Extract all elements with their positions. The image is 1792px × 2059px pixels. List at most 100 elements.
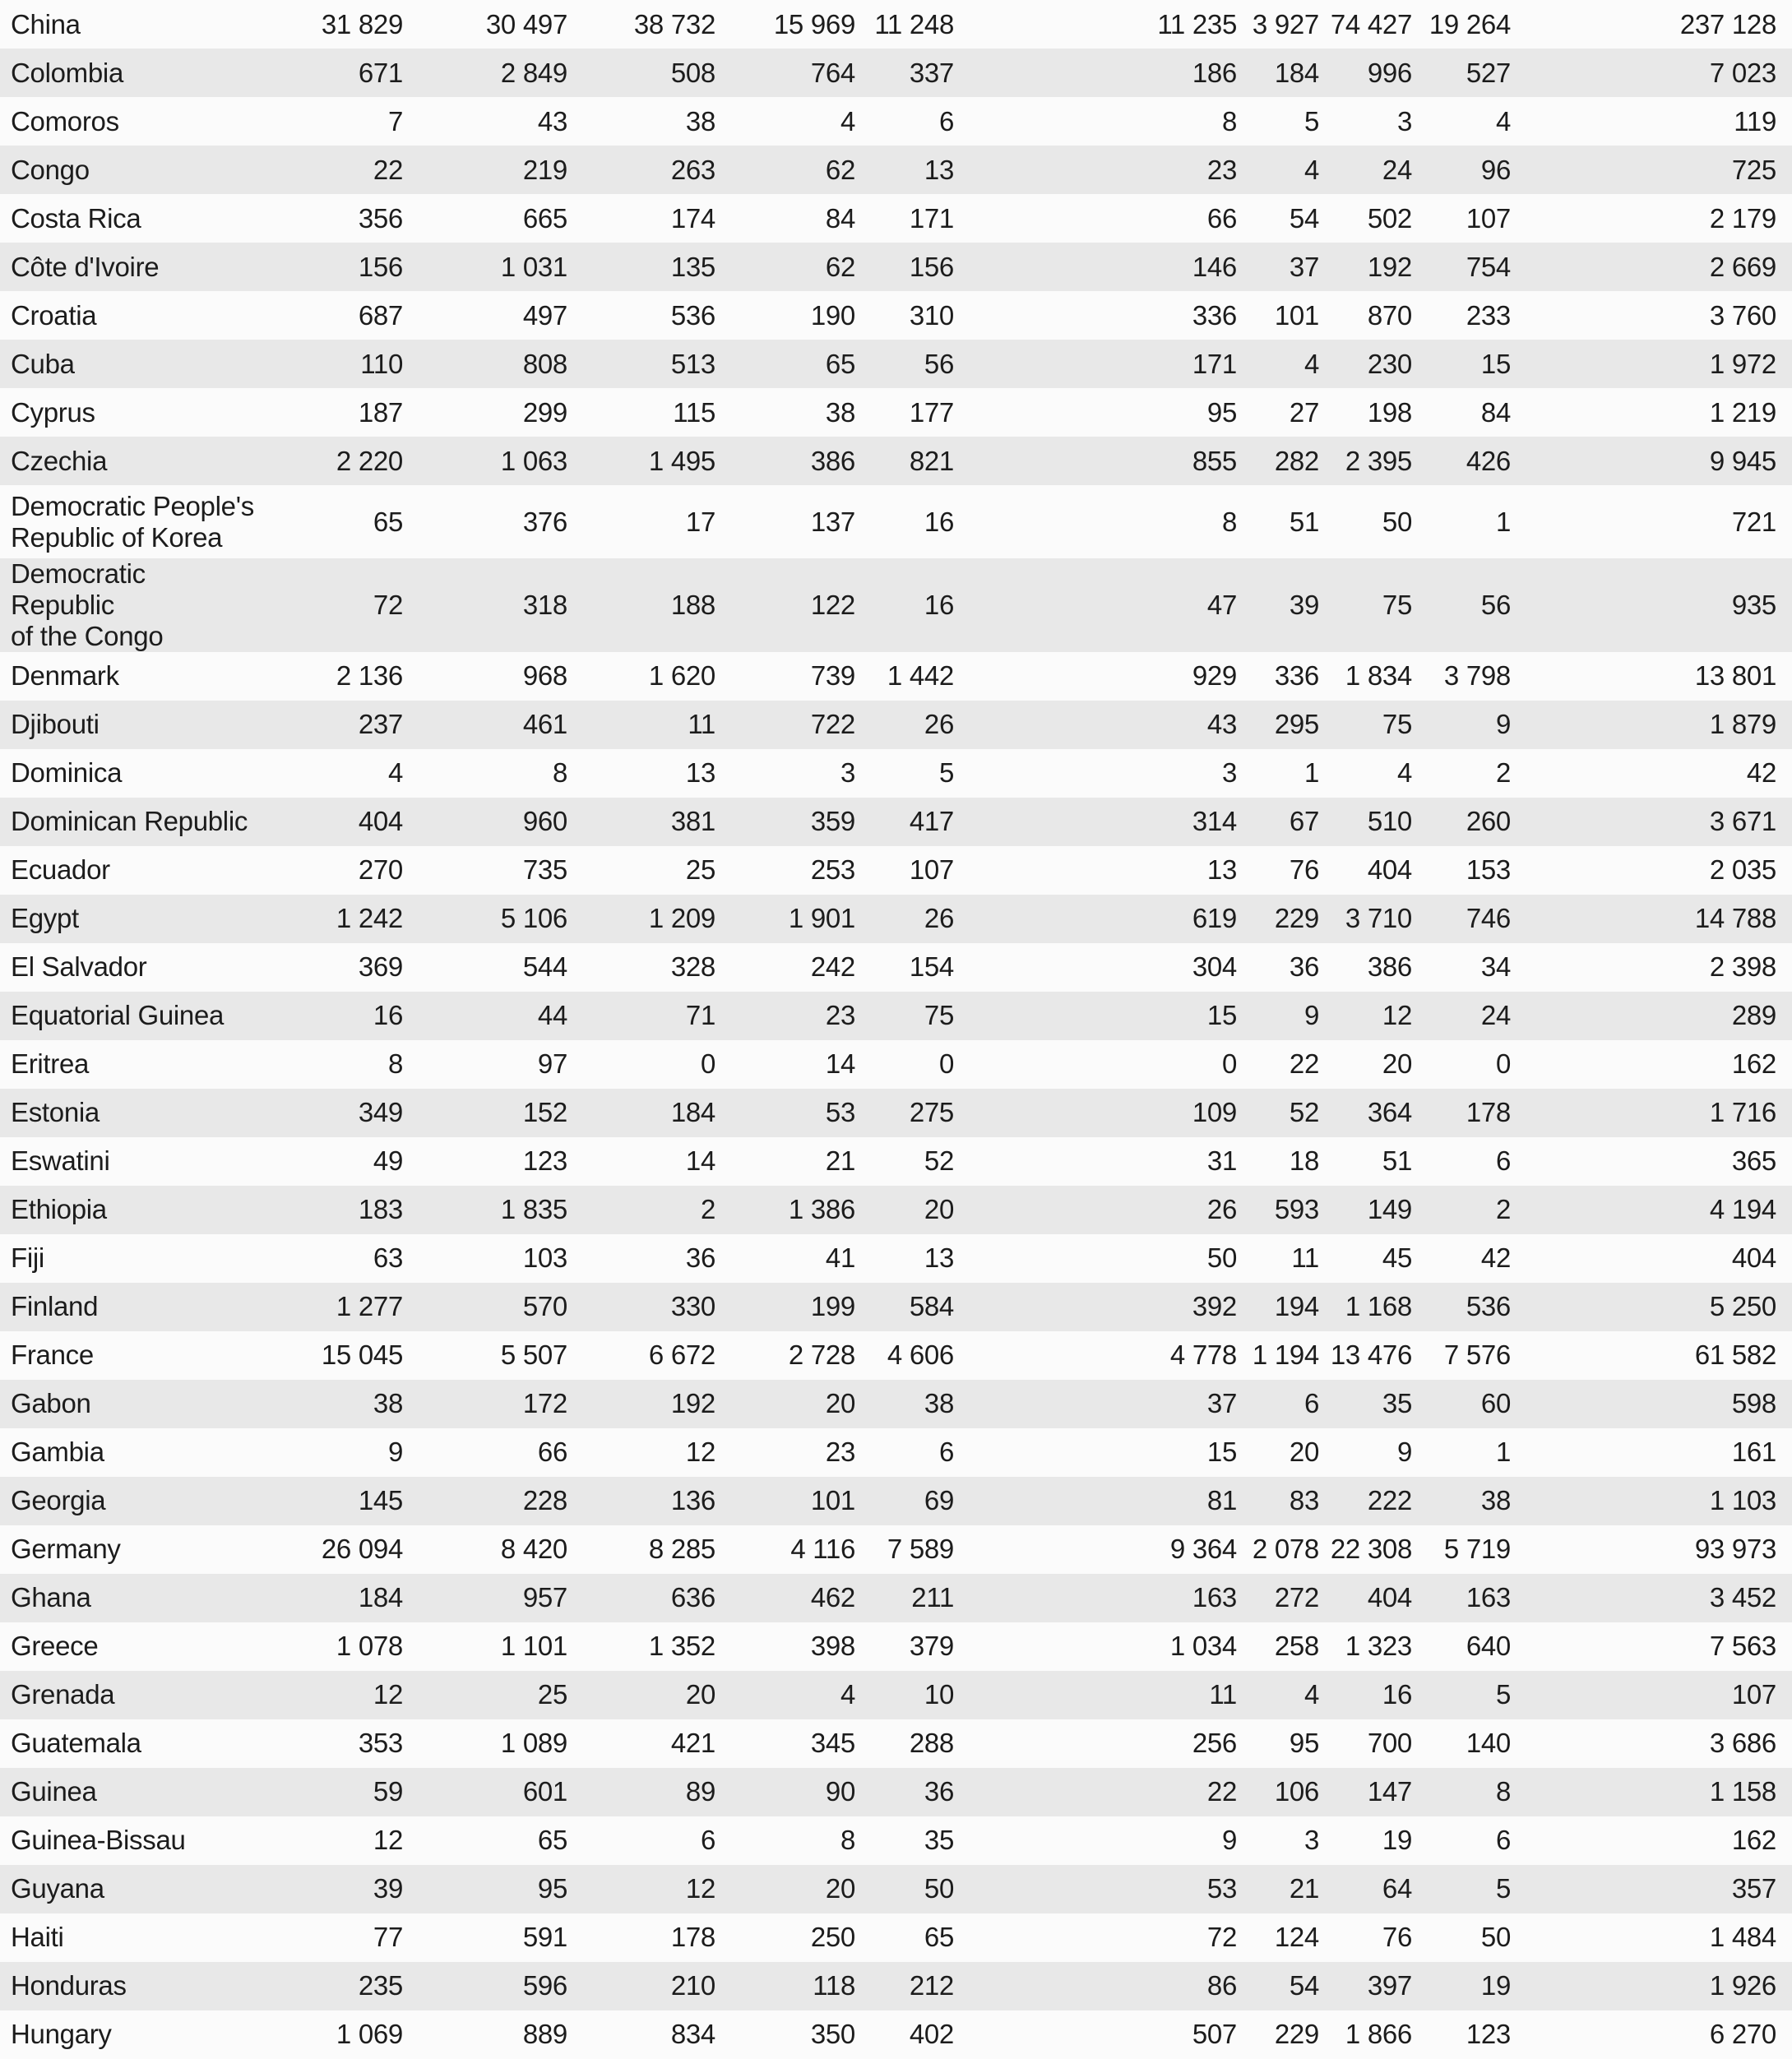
value-cell: 184	[358, 1582, 403, 1613]
value-cell: 84	[825, 202, 855, 234]
country-name-cell: Democratic People's Republic of Korea	[11, 490, 254, 553]
value-cell: 1 031	[500, 251, 567, 282]
country-name-cell: Guatemala	[11, 1728, 141, 1759]
value-cell: 960	[522, 806, 567, 837]
value-cell: 417	[909, 806, 954, 837]
value-cell: 229	[1274, 2019, 1319, 2050]
value-cell: 5	[1495, 1873, 1511, 1904]
value-cell: 20	[1382, 1048, 1412, 1080]
table-row: Czechia 2 220 1 063 1 495 386 821 855 282 2 395 4…	[0, 437, 1792, 485]
value-cell: 15	[1206, 1000, 1237, 1031]
value-cell: 198	[1367, 396, 1412, 428]
value-cell: 59	[373, 1776, 403, 1807]
value-cell: 152	[522, 1097, 567, 1128]
value-cell: 2 179	[1709, 202, 1776, 234]
value-cell: 4 194	[1709, 1194, 1776, 1225]
value-cell: 20	[1289, 1437, 1319, 1468]
value-cell: 508	[670, 57, 715, 88]
value-cell: 1 194	[1252, 1340, 1319, 1371]
value-cell: 721	[1731, 506, 1776, 537]
table-row: El Salvador 369 544 328 242 154 304 36 386 34 2 39…	[0, 942, 1792, 992]
value-cell: 1 901	[788, 903, 855, 934]
value-cell: 1 323	[1345, 1631, 1412, 1662]
value-cell: 9 364	[1169, 1534, 1237, 1565]
value-cell: 6	[938, 105, 954, 136]
value-cell: 25	[685, 854, 715, 886]
value-cell: 222	[1367, 1485, 1412, 1516]
value-cell: 1 352	[648, 1631, 715, 1662]
value-cell: 6	[938, 1437, 954, 1468]
value-cell: 0	[938, 1048, 954, 1080]
table-row: Finland 1 277 570 330 199 584 392 194 1 168 536 5 …	[0, 1282, 1792, 1331]
value-cell: 4	[387, 757, 403, 789]
value-cell: 123	[1466, 2019, 1511, 2050]
value-cell: 178	[670, 1922, 715, 1953]
value-cell: 536	[670, 299, 715, 331]
value-cell: 107	[909, 854, 954, 886]
value-cell: 174	[670, 202, 715, 234]
table-row: Greece 1 078 1 101 1 352 398 379 1 034 258 1 323…	[0, 1622, 1792, 1671]
value-cell: 9	[1396, 1437, 1412, 1468]
value-cell: 12	[373, 1825, 403, 1856]
country-name-cell: Guinea-Bissau	[11, 1825, 186, 1856]
value-cell: 20	[825, 1388, 855, 1419]
value-cell: 140	[1466, 1728, 1511, 1759]
value-cell: 6	[1495, 1145, 1511, 1177]
value-cell: 1	[1303, 757, 1319, 789]
value-cell: 183	[358, 1194, 403, 1225]
value-cell: 93 973	[1694, 1534, 1776, 1565]
table-row: Democratic People's Republic of Korea 65 3…	[0, 485, 1792, 558]
value-cell: 6 672	[648, 1340, 715, 1371]
table-row: Equatorial Guinea 16 44 71 23 75 15 9 12 24 289	[0, 991, 1792, 1040]
value-cell: 83	[1289, 1485, 1319, 1516]
value-cell: 163	[1192, 1582, 1237, 1613]
table-row: Guinea 59 601 89 90 36 22 106 147 8 1 158	[0, 1767, 1792, 1816]
value-cell: 11	[1209, 1679, 1237, 1710]
value-cell: 171	[1192, 348, 1237, 379]
value-cell: 5 106	[500, 903, 567, 934]
table-row: Ecuador 270 735 25 253 107 13 76 404 153 2 035	[0, 845, 1792, 895]
value-cell: 260	[1466, 806, 1511, 837]
value-cell: 50	[1382, 506, 1412, 537]
value-cell: 36	[1289, 951, 1319, 983]
value-cell: 15 045	[321, 1340, 403, 1371]
value-cell: 50	[1480, 1922, 1511, 1953]
value-cell: 35	[924, 1825, 954, 1856]
value-cell: 337	[909, 57, 954, 88]
value-cell: 3 760	[1709, 299, 1776, 331]
value-cell: 365	[1731, 1145, 1776, 1177]
value-cell: 44	[537, 1000, 567, 1031]
value-cell: 237 128	[1679, 8, 1776, 39]
country-name-cell: Egypt	[11, 903, 79, 934]
value-cell: 1 219	[1709, 396, 1776, 428]
value-cell: 8	[387, 1048, 403, 1080]
value-cell: 95	[1206, 396, 1237, 428]
value-cell: 19	[1382, 1825, 1412, 1856]
table-row: Guatemala 353 1 089 421 345 288 256 95 700 140 3 6…	[0, 1719, 1792, 1768]
value-cell: 636	[670, 1582, 715, 1613]
value-cell: 123	[522, 1145, 567, 1177]
value-cell: 219	[522, 154, 567, 185]
value-cell: 527	[1466, 57, 1511, 88]
value-cell: 318	[522, 589, 567, 620]
value-cell: 1 716	[1709, 1097, 1776, 1128]
value-cell: 1 209	[648, 903, 715, 934]
value-cell: 16	[924, 506, 954, 537]
value-cell: 1 495	[648, 445, 715, 476]
value-cell: 22	[1206, 1776, 1237, 1807]
value-cell: 149	[1367, 1194, 1412, 1225]
value-cell: 461	[522, 709, 567, 740]
value-cell: 65	[924, 1922, 954, 1953]
table-row: Côte d'Ivoire 156 1 031 135 62 156 146 37 192 754…	[0, 243, 1792, 291]
value-cell: 107	[1466, 202, 1511, 234]
value-cell: 39	[1289, 589, 1319, 620]
value-cell: 258	[1274, 1631, 1319, 1662]
value-cell: 0	[1221, 1048, 1237, 1080]
value-cell: 601	[522, 1776, 567, 1807]
value-cell: 968	[522, 660, 567, 692]
value-cell: 4 606	[887, 1340, 954, 1371]
value-cell: 502	[1367, 202, 1412, 234]
table-row: Gabon 38 172 192 20 38 37 6 35 60 598	[0, 1379, 1792, 1428]
value-cell: 76	[1382, 1922, 1412, 1953]
